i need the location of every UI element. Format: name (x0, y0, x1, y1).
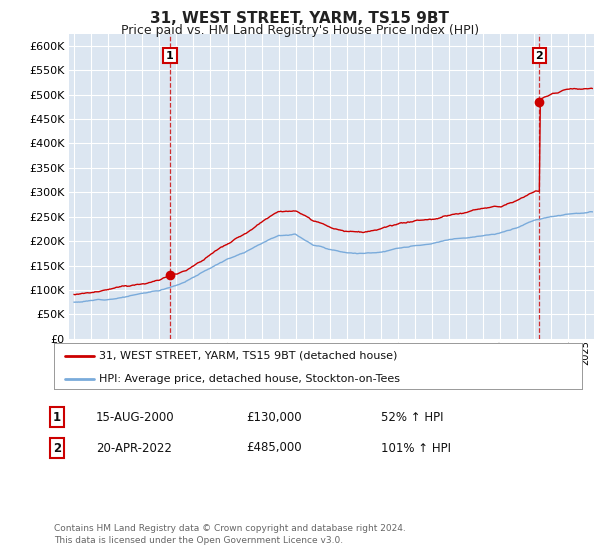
Text: 20-APR-2022: 20-APR-2022 (96, 441, 172, 455)
Text: £130,000: £130,000 (246, 410, 302, 424)
Text: 31, WEST STREET, YARM, TS15 9BT: 31, WEST STREET, YARM, TS15 9BT (151, 11, 449, 26)
Text: Contains HM Land Registry data © Crown copyright and database right 2024.
This d: Contains HM Land Registry data © Crown c… (54, 524, 406, 545)
Text: 31, WEST STREET, YARM, TS15 9BT (detached house): 31, WEST STREET, YARM, TS15 9BT (detache… (99, 351, 397, 361)
Text: Price paid vs. HM Land Registry's House Price Index (HPI): Price paid vs. HM Land Registry's House … (121, 24, 479, 36)
Text: 1: 1 (53, 410, 61, 424)
Text: HPI: Average price, detached house, Stockton-on-Tees: HPI: Average price, detached house, Stoc… (99, 374, 400, 384)
Text: 101% ↑ HPI: 101% ↑ HPI (381, 441, 451, 455)
Text: 52% ↑ HPI: 52% ↑ HPI (381, 410, 443, 424)
Text: 2: 2 (53, 441, 61, 455)
Text: £485,000: £485,000 (246, 441, 302, 455)
Text: 2: 2 (536, 50, 544, 60)
Text: 15-AUG-2000: 15-AUG-2000 (96, 410, 175, 424)
Text: 1: 1 (166, 50, 174, 60)
